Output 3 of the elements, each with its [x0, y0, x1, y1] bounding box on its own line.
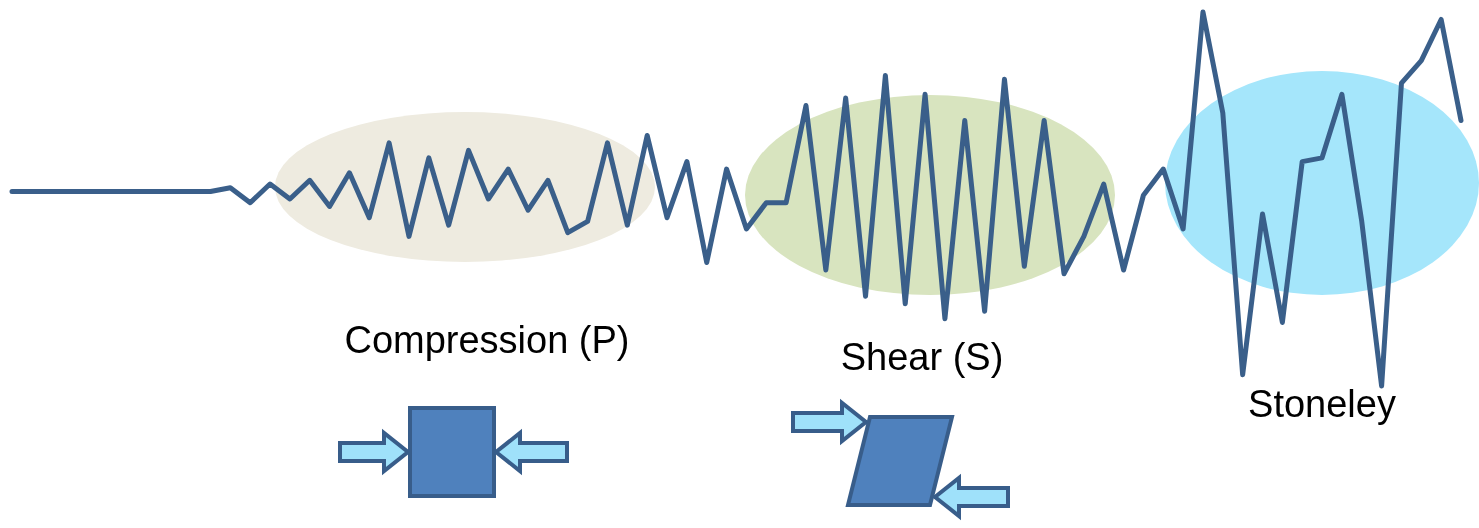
annotation: Stoneley — [1248, 383, 1396, 425]
annotation: Compression (P) — [344, 319, 630, 361]
annotation: Shear (S) — [840, 336, 1004, 378]
